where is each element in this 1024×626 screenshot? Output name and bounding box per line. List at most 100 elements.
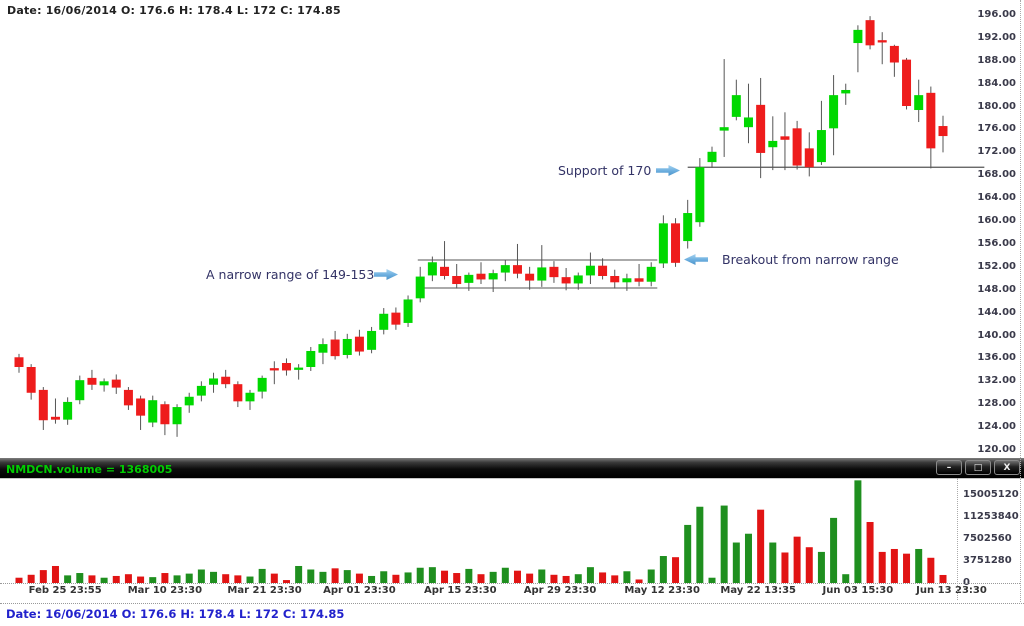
price-tick-label: 192.00 [977,31,1016,43]
candle-body [902,59,912,107]
volume-bar [501,567,509,583]
candle-body [829,95,839,129]
candle-body [415,276,425,299]
candle-body [50,416,60,420]
candle-body [26,367,36,393]
candle-body [549,266,559,278]
volume-bar [599,572,607,583]
candle-body [573,275,583,284]
volume-bar [477,574,485,583]
candle-body [610,276,620,283]
candle-body [865,20,875,46]
candle-body [877,40,887,43]
candle-body [476,273,486,280]
volume-bar [100,577,108,583]
candle-body [148,400,158,423]
ohlc-readout: Date: 16/06/2014 O: 176.6 H: 178.4 L: 17… [7,4,341,17]
time-tick-label: Apr 15 23:30 [424,585,497,596]
time-tick-label: May 12 23:30 [624,585,700,596]
volume-bar [185,573,193,583]
candle-body [379,313,389,330]
volume-tick-label: 0 [963,577,970,588]
candle-body [330,339,340,357]
time-tick-label: May 22 13:35 [720,585,797,596]
window-controls: – □ X [936,460,1020,475]
candle-body [269,368,279,371]
price-tick-label: 188.00 [977,54,1016,66]
candle-body [342,338,352,355]
annotation-support: Support of 170 [558,163,652,178]
breakout-arrow-icon [684,254,708,265]
volume-bar [562,575,570,583]
candle-body [658,223,668,264]
volume-bar [307,569,315,583]
volume-bar [112,575,120,583]
volume-bar [720,505,728,583]
volume-bar [659,556,667,583]
volume-bar [282,580,290,583]
candle-body [427,262,437,276]
maximize-button[interactable]: □ [965,460,991,475]
volume-tick-label: 7502560 [963,532,1012,544]
price-chart[interactable] [0,0,1024,458]
volume-bar [331,568,339,583]
annotation-breakout: Breakout from narrow range [722,252,899,267]
volume-bar [586,567,594,583]
volume-bar [465,568,473,583]
volume-bar [246,576,254,583]
volume-bar [15,577,23,583]
candle-body [914,95,924,111]
candle-body [512,265,522,274]
candle-body [585,265,595,276]
price-tick-label: 196.00 [977,9,1016,20]
volume-bar [513,570,521,583]
volume-bar [830,517,838,583]
volume-bar [781,552,789,583]
narrow-range-arrow-icon [374,269,398,280]
volume-bar [441,570,449,583]
volume-bar [927,557,935,583]
candle-body [671,223,681,263]
candle-body [403,299,413,323]
volume-chart[interactable] [0,478,1024,584]
volume-bar [672,557,680,583]
candle-body [184,396,194,406]
volume-bar [428,567,436,583]
candle-body [38,389,48,421]
minimize-button[interactable]: – [936,460,962,475]
volume-bar [842,574,850,583]
close-button[interactable]: X [994,460,1020,475]
volume-bar [526,573,534,583]
volume-bar [611,575,619,583]
candle-body [281,363,291,371]
candle-body [938,126,948,137]
volume-bar [574,574,582,583]
volume-bar [708,577,716,583]
volume-baseline [0,583,1020,584]
volume-bar [380,571,388,583]
price-tick-label: 128.00 [977,398,1016,410]
candle-body [440,266,450,276]
volume-window-titlebar[interactable]: NMDCN.volume = 1368005 – □ X [0,458,1024,479]
price-tick-label: 124.00 [977,421,1016,433]
price-tick-label: 120.00 [977,444,1016,455]
volume-window-title: NMDCN.volume = 1368005 [6,463,173,476]
volume-bar [489,571,497,583]
candle-body [634,278,644,282]
time-tick-label: Jun 13 23:30 [916,585,987,596]
candle-body [683,213,693,242]
volume-bar [635,579,643,583]
candle-body [768,140,778,148]
candle-body [853,29,863,44]
volume-bar [51,565,59,583]
candle-body [294,367,304,370]
volume-bar [258,568,266,583]
volume-bar [903,553,911,583]
price-tick-label: 168.00 [977,169,1016,181]
candle-body [464,274,474,283]
volume-bar [866,521,874,583]
volume-bar [696,506,704,583]
candle-body [792,128,802,166]
volume-tick-label: 15005120 [963,488,1019,500]
